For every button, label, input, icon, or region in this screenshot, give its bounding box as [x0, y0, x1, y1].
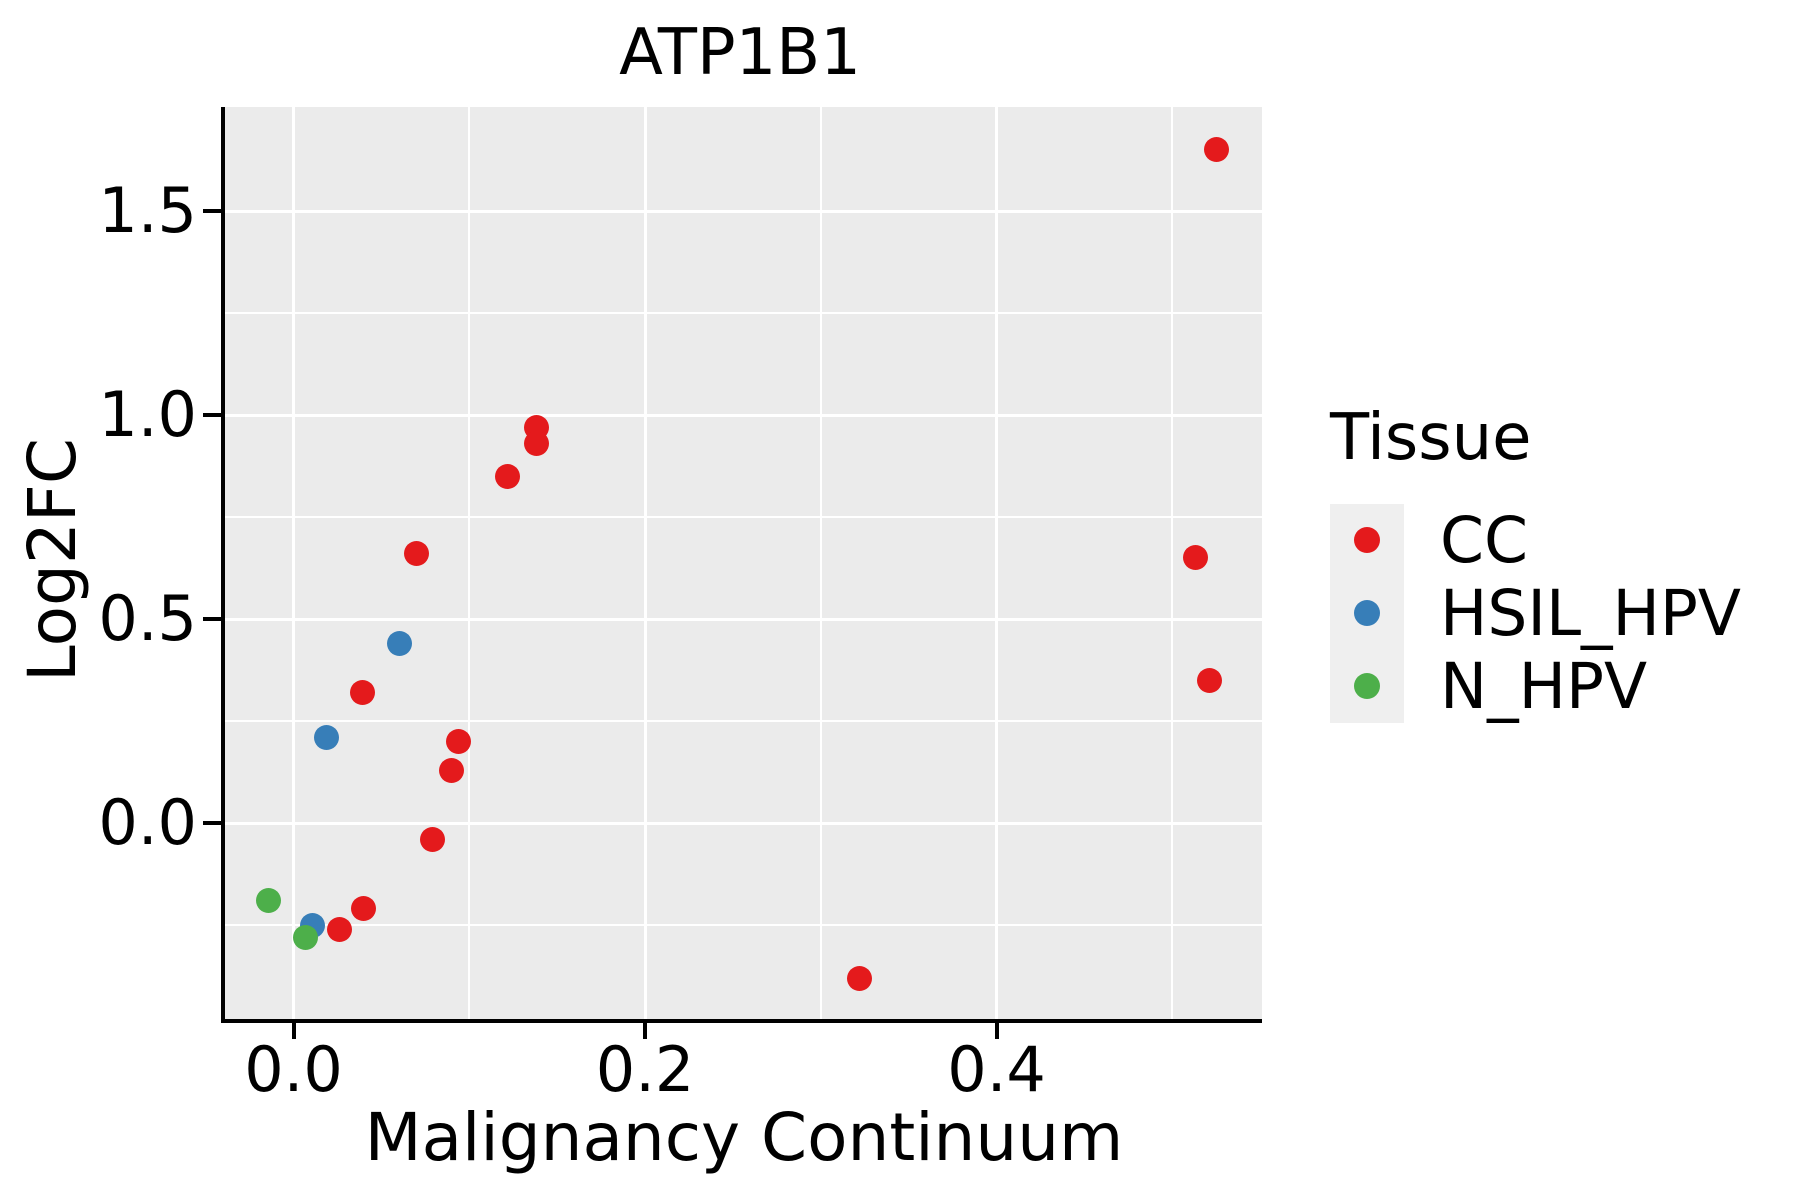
y-major-gridline — [225, 617, 1262, 621]
scatter-point-cc — [351, 896, 377, 922]
x-tick — [291, 1023, 296, 1039]
x-major-gridline — [292, 107, 296, 1019]
legend-dot-n-hpv — [1354, 673, 1380, 699]
y-minor-gridline — [225, 924, 1262, 927]
legend-dot-cc — [1354, 527, 1380, 553]
y-tick-label: 1.0 — [98, 378, 197, 452]
plot-panel — [225, 107, 1262, 1019]
x-major-gridline — [995, 107, 999, 1019]
scatter-point-cc — [1182, 545, 1208, 571]
scatter-point-cc — [446, 729, 472, 755]
bottom-axis-spine — [221, 1019, 1262, 1023]
scatter-point-n_hpv — [256, 888, 282, 914]
chart-title: ATP1B1 — [619, 16, 861, 90]
y-major-gridline — [225, 209, 1262, 213]
scatter-point-cc — [349, 680, 375, 706]
y-tick-label: 0.0 — [98, 786, 197, 860]
scatter-point-cc — [439, 757, 465, 783]
scatter-point-cc — [1203, 137, 1229, 163]
x-tick-label: 0.4 — [947, 1033, 1046, 1106]
x-tick — [994, 1023, 999, 1039]
y-tick-label: 1.5 — [98, 174, 197, 248]
y-major-gridline — [225, 821, 1262, 825]
y-minor-gridline — [225, 720, 1262, 723]
legend-label-n-hpv: N_HPV — [1440, 650, 1648, 723]
x-minor-gridline — [819, 107, 822, 1019]
scatter-point-n_hpv — [293, 924, 319, 950]
y-tick — [203, 413, 221, 418]
x-tick-label: 0.2 — [595, 1033, 695, 1106]
scatter-point-cc — [523, 431, 549, 457]
x-tick — [643, 1023, 648, 1039]
legend-label-hsil-hpv: HSIL_HPV — [1440, 577, 1742, 650]
x-major-gridline — [643, 107, 647, 1019]
scatter-point-hsil_hpv — [386, 631, 412, 657]
legend-title: Tissue — [1330, 401, 1532, 475]
y-major-gridline — [225, 413, 1262, 417]
scatter-point-cc — [1196, 667, 1222, 693]
y-tick-label: 0.5 — [98, 582, 197, 656]
y-tick — [203, 209, 221, 214]
scatter-point-cc — [404, 541, 430, 567]
scatter-point-cc — [326, 916, 352, 942]
scatter-point-cc — [419, 826, 445, 852]
legend-dot-hsil-hpv — [1354, 600, 1380, 626]
x-tick-label: 0.0 — [244, 1033, 343, 1106]
scatter-point-hsil_hpv — [314, 724, 340, 750]
x-minor-gridline — [1171, 107, 1174, 1019]
scatter-point-cc — [847, 965, 872, 991]
legend-label-cc: CC — [1440, 504, 1528, 577]
y-minor-gridline — [225, 516, 1262, 519]
x-minor-gridline — [468, 107, 471, 1019]
y-minor-gridline — [225, 312, 1262, 315]
scatter-point-cc — [495, 463, 521, 489]
left-axis-spine — [221, 107, 225, 1023]
y-tick — [203, 617, 221, 622]
x-axis-label: Malignancy Continuum — [364, 1099, 1124, 1176]
y-tick — [203, 821, 221, 826]
